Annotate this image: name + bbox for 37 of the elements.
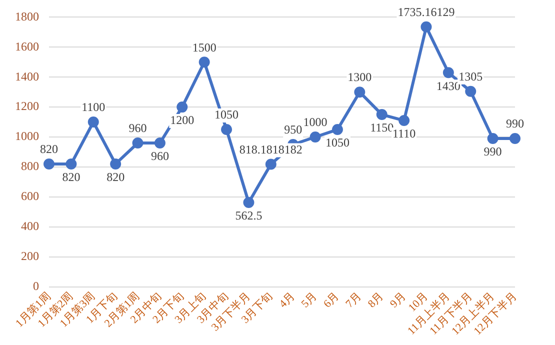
data-label: 1200 bbox=[170, 113, 194, 128]
data-label: 820 bbox=[106, 170, 125, 184]
data-label: 1100 bbox=[82, 100, 106, 114]
data-label: 820 bbox=[40, 142, 58, 156]
y-tick-label: 1800 bbox=[15, 9, 39, 24]
data-label: 950 bbox=[284, 122, 302, 137]
data-label: 1110 bbox=[392, 126, 416, 141]
data-label: 1050 bbox=[325, 136, 350, 150]
y-tick-label: 400 bbox=[21, 219, 39, 234]
data-label: 1305 bbox=[458, 69, 483, 84]
y-tick-label: 800 bbox=[21, 159, 39, 174]
x-tick-label: 9月 bbox=[388, 290, 408, 310]
y-tick-label: 200 bbox=[21, 248, 39, 263]
data-label: 562.5 bbox=[235, 208, 262, 223]
x-tick-label: 8月 bbox=[366, 290, 386, 310]
x-tick-label: 6月 bbox=[321, 290, 342, 310]
data-label: 1430 bbox=[436, 78, 460, 93]
data-label: 820 bbox=[62, 170, 80, 184]
y-tick-label: 0 bbox=[33, 278, 39, 293]
data-label: 960 bbox=[128, 121, 147, 136]
data-label: 818.1818182 bbox=[239, 142, 302, 156]
data-label: 1000 bbox=[303, 115, 328, 130]
y-tick-label: 1400 bbox=[15, 69, 39, 84]
x-tick-label: 5月 bbox=[299, 290, 320, 310]
x-tick-label: 4月 bbox=[277, 290, 298, 310]
data-label: 1050 bbox=[214, 108, 239, 122]
data-label: 1735.16129 bbox=[398, 5, 455, 20]
y-tick-label: 1000 bbox=[15, 129, 39, 144]
y-tick-label: 1200 bbox=[15, 99, 39, 114]
data-label: 960 bbox=[150, 149, 169, 164]
data-label: 990 bbox=[484, 144, 502, 159]
data-label: 990 bbox=[506, 116, 524, 131]
y-tick-label: 1600 bbox=[15, 39, 39, 54]
data-label: 1500 bbox=[192, 40, 216, 54]
y-tick-label: 600 bbox=[21, 189, 39, 204]
x-tick-label: 7月 bbox=[344, 290, 364, 310]
data-label: 1300 bbox=[348, 70, 372, 84]
